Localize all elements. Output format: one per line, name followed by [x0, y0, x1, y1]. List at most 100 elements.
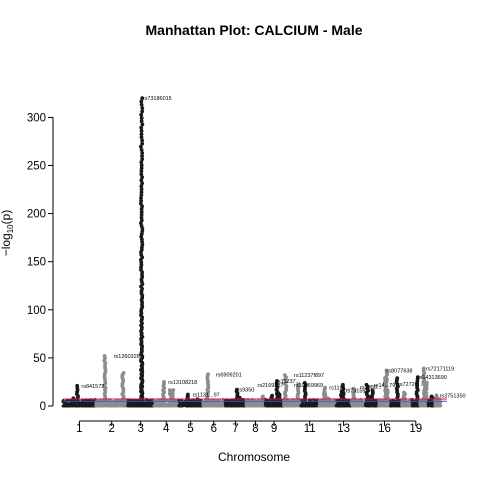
- snp-point: [139, 178, 144, 183]
- chromosome-13-points: [334, 382, 353, 408]
- snp-point: [429, 394, 434, 399]
- snp-point: [109, 404, 112, 407]
- snp-point: [139, 201, 143, 206]
- snp-point: [139, 190, 144, 195]
- snp-annotation-label: rs11237...: [276, 379, 301, 385]
- x-axis-label: Chromosome: [218, 450, 290, 464]
- chromosome-10-points: [282, 373, 303, 408]
- snp-point: [310, 404, 314, 408]
- snp-point: [225, 404, 229, 407]
- snp-point: [139, 148, 144, 152]
- snp-point: [368, 404, 372, 408]
- snp-point: [167, 388, 172, 393]
- snp-point: [139, 184, 144, 189]
- snp-point: [118, 404, 122, 408]
- snp-point: [139, 160, 144, 165]
- snp-point: [415, 375, 420, 379]
- snp-point: [299, 404, 303, 408]
- snp-point: [229, 402, 233, 406]
- snp-point: [171, 404, 175, 408]
- snp-point: [156, 402, 160, 406]
- snp-annotation-label: rs14313690: [418, 375, 447, 381]
- snp-point: [190, 404, 193, 408]
- snp-point: [140, 181, 145, 186]
- x-tick-label: 2: [108, 423, 114, 435]
- chart-title: Manhattan Plot: CALCIUM - Male: [146, 22, 363, 38]
- snp-point: [203, 404, 207, 408]
- snp-point: [139, 119, 144, 124]
- snp-annotation-label: rs14...797: [374, 383, 398, 389]
- snp-point: [314, 404, 318, 408]
- snp-point: [257, 404, 261, 408]
- y-axis-label: −log10(p): [0, 210, 15, 257]
- snp-point: [71, 396, 76, 401]
- snp-point: [209, 404, 213, 408]
- y-tick-label: 100: [27, 305, 46, 317]
- snp-annotation-label: rs1181...: [329, 386, 350, 392]
- snp-point: [321, 402, 324, 406]
- snp-point: [237, 404, 241, 408]
- snp-point: [102, 403, 106, 407]
- snp-point: [287, 401, 291, 405]
- snp-point: [65, 404, 68, 408]
- chromosome-20-points: [418, 366, 430, 408]
- snp-point: [115, 404, 119, 408]
- snp-point: [139, 212, 144, 217]
- snp-point: [162, 380, 166, 384]
- snp-annotation-label: rs841572: [81, 384, 104, 390]
- snp-point: [128, 403, 132, 406]
- snp-point: [345, 404, 348, 408]
- snp-annotation-label: rs10869969: [294, 383, 323, 389]
- snp-point: [389, 401, 393, 404]
- snp-point: [393, 404, 397, 408]
- x-tick-label: 19: [409, 423, 422, 435]
- snp-point: [89, 402, 93, 406]
- x-tick-label: 6: [211, 423, 217, 435]
- snp-point: [139, 144, 143, 149]
- chromosome-9-points: [263, 379, 285, 408]
- snp-point: [350, 403, 354, 407]
- snp-point: [395, 404, 399, 408]
- snp-point: [334, 404, 338, 408]
- snp-annotation-label: rs73186015: [143, 96, 172, 102]
- snp-point: [233, 404, 236, 408]
- snp-point: [139, 116, 144, 120]
- snp-point: [364, 382, 369, 387]
- snp-point: [268, 404, 272, 408]
- snp-point: [285, 403, 289, 407]
- snp-point: [326, 404, 330, 408]
- snp-point: [401, 404, 405, 408]
- snp-annotation-label: rs6909201: [216, 372, 242, 378]
- snp-point: [337, 404, 340, 408]
- snp-annotation-label: rs11237f897: [294, 373, 324, 379]
- y-tick-label: 250: [27, 161, 46, 173]
- snp-point: [359, 404, 363, 408]
- snp-point: [139, 129, 144, 133]
- snp-point: [139, 193, 144, 197]
- snp-point: [149, 404, 152, 408]
- snp-point: [275, 379, 279, 383]
- snp-point: [253, 402, 256, 406]
- snp-point: [139, 198, 144, 203]
- snp-annotation-label: rs72171119: [426, 367, 454, 373]
- snp-point: [112, 404, 116, 408]
- snp-point: [377, 404, 381, 408]
- snp-annotation-label: rs3751350: [440, 393, 466, 399]
- x-tick-label: 7: [232, 423, 238, 435]
- y-tick-label: 50: [33, 353, 46, 365]
- snp-point: [140, 175, 145, 180]
- snp-point: [342, 404, 346, 408]
- snp-annotation-label: rs1131...97: [193, 393, 220, 399]
- snp-point: [95, 403, 99, 407]
- snp-point: [139, 215, 144, 220]
- snp-point: [139, 404, 143, 408]
- snp-point: [302, 381, 307, 385]
- snp-point: [227, 404, 231, 408]
- snp-point: [410, 401, 414, 404]
- snp-point: [140, 109, 145, 114]
- snp-point: [275, 403, 278, 407]
- snp-point: [296, 382, 301, 387]
- snp-point: [434, 404, 438, 408]
- snp-point: [384, 368, 389, 373]
- snp-point: [139, 187, 144, 192]
